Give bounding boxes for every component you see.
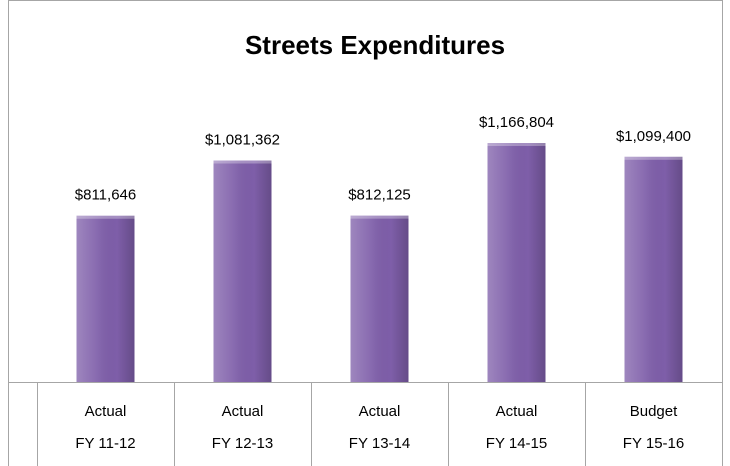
bar-shade: [76, 215, 135, 382]
data-label: $811,646: [75, 187, 136, 204]
x-tick-label: Budget: [630, 403, 678, 420]
x-tick-label: FY 14-15: [486, 435, 547, 452]
data-label: $812,125: [348, 187, 411, 204]
bar-cap: [213, 160, 272, 164]
chart-frame: [8, 0, 723, 466]
x-tick-label: Actual: [85, 403, 127, 420]
x-tick-label: Actual: [359, 403, 401, 420]
bar-shade: [487, 143, 546, 382]
x-tick-label: Actual: [222, 403, 264, 420]
x-tick-label: FY 13-14: [349, 435, 410, 452]
data-label: $1,081,362: [205, 131, 280, 148]
bar-cap: [350, 215, 409, 219]
bar-cap: [76, 215, 135, 219]
bar-shade: [624, 156, 683, 382]
chart-title: Streets Expenditures: [245, 30, 505, 60]
x-tick-label: FY 12-13: [212, 435, 273, 452]
bar-shade: [350, 215, 409, 382]
x-tick-label: Actual: [496, 403, 538, 420]
data-label: $1,166,804: [479, 114, 554, 131]
x-tick-label: FY 15-16: [623, 435, 684, 452]
bar-cap: [624, 156, 683, 160]
bar-cap: [487, 143, 546, 146]
bar-shade: [213, 160, 272, 382]
x-tick-label: FY 11-12: [75, 435, 135, 452]
data-label: $1,099,400: [616, 128, 691, 145]
